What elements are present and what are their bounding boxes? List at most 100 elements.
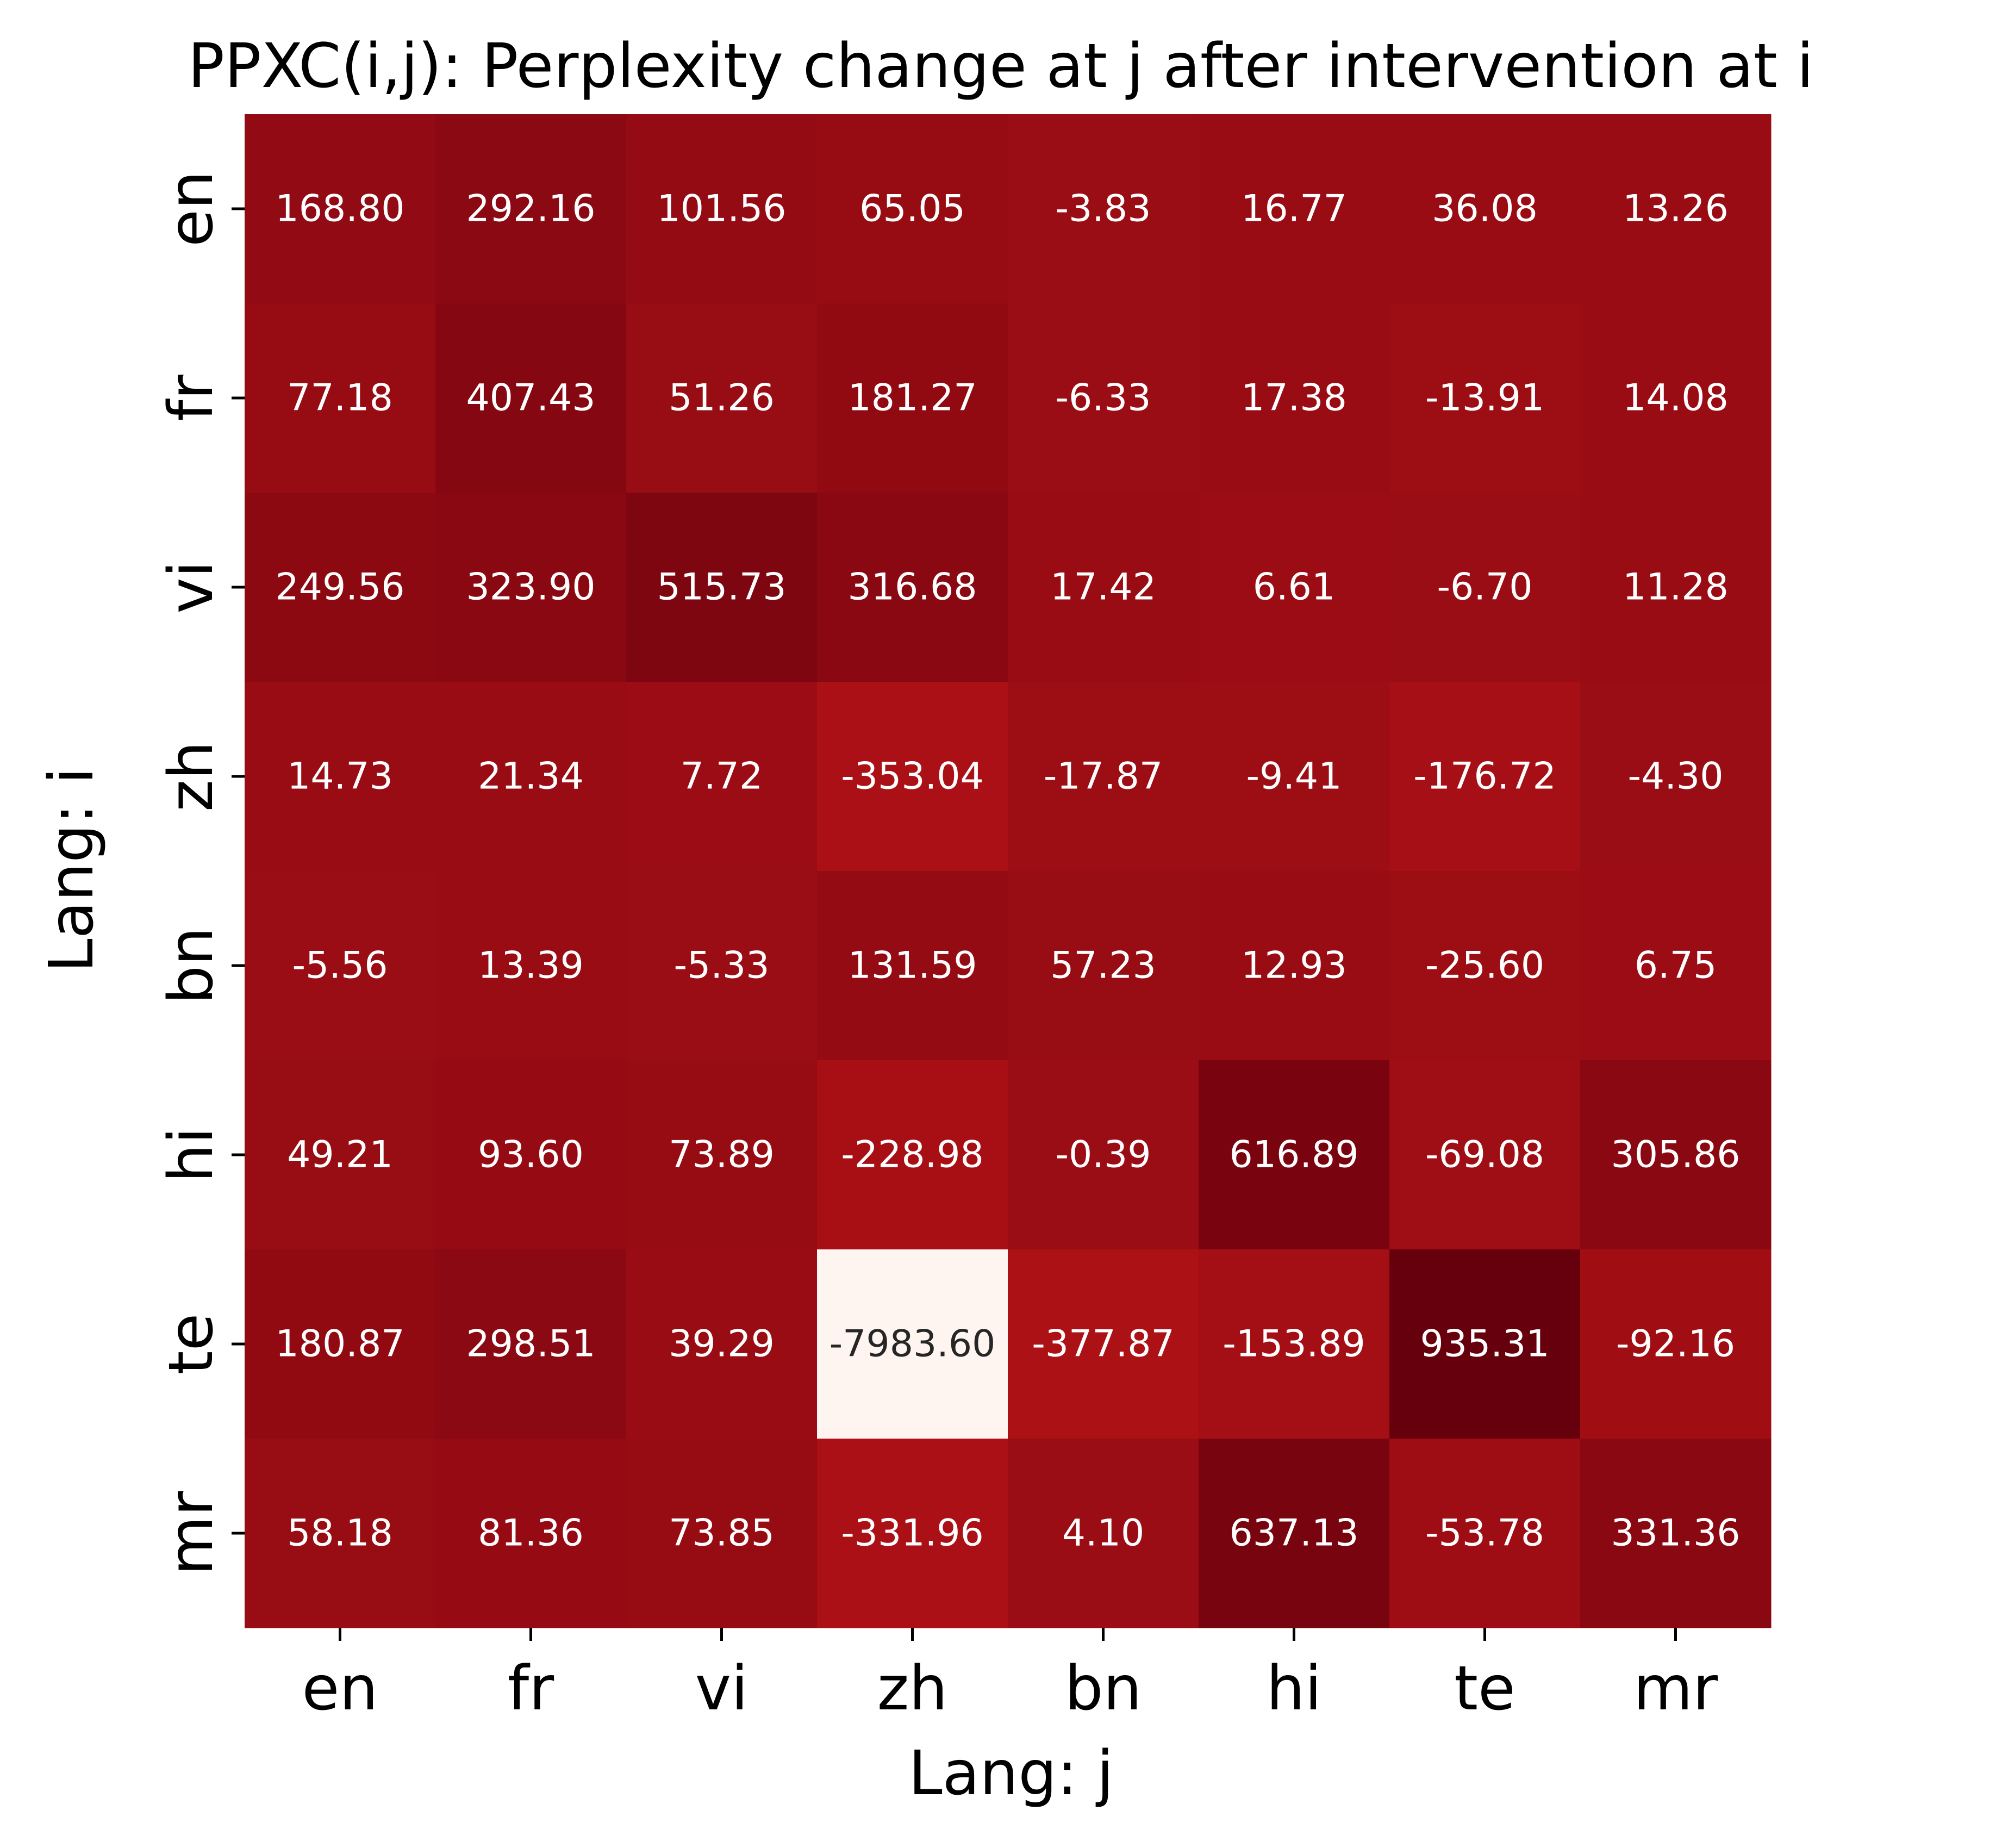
y-tick-label-bn: bn bbox=[156, 927, 227, 1004]
heatmap-cell-zh-mr bbox=[1580, 682, 1772, 872]
heatmap-cell-en-hi bbox=[1199, 114, 1390, 304]
cell-value-label: 616.89 bbox=[1230, 1134, 1359, 1177]
cell-value-label: -176.72 bbox=[1413, 755, 1556, 798]
cell-value-label: -5.56 bbox=[292, 944, 388, 987]
heatmap-cell-te-en bbox=[245, 1249, 436, 1439]
cell-value-label: 17.42 bbox=[1050, 566, 1156, 609]
cell-value-label: 6.75 bbox=[1635, 944, 1717, 987]
heatmap-cell-zh-te bbox=[1389, 682, 1581, 872]
y-tick-label-en: en bbox=[156, 171, 227, 247]
cell-value-label: 7.72 bbox=[681, 755, 763, 798]
heatmap-cell-hi-bn bbox=[1008, 1060, 1199, 1250]
heatmap-cell-fr-te bbox=[1389, 303, 1581, 493]
cell-value-label: 51.26 bbox=[669, 377, 775, 420]
heatmap-cell-bn-bn bbox=[1008, 871, 1199, 1061]
x-tick-label-vi: vi bbox=[695, 1653, 748, 1724]
heatmap-cell-mr-hi bbox=[1199, 1439, 1390, 1628]
heatmap-cell-hi-hi bbox=[1199, 1060, 1390, 1250]
heatmap-cell-en-en bbox=[245, 114, 436, 304]
heatmap-cell-hi-zh bbox=[817, 1060, 1008, 1250]
heatmap-cell-mr-mr bbox=[1580, 1439, 1772, 1628]
cell-value-label: -4.30 bbox=[1628, 755, 1724, 798]
cell-value-label: 13.26 bbox=[1623, 188, 1729, 231]
cell-value-label: 58.18 bbox=[287, 1512, 393, 1555]
heatmap-cell-bn-fr bbox=[435, 871, 627, 1061]
heatmap-cell-vi-hi bbox=[1199, 493, 1390, 682]
heatmap-cell-en-mr bbox=[1580, 114, 1772, 304]
heatmap-cell-en-vi bbox=[626, 114, 818, 304]
cell-value-label: 14.08 bbox=[1623, 377, 1729, 420]
heatmap-cell-fr-fr bbox=[435, 303, 627, 493]
cell-value-label: 249.56 bbox=[276, 566, 405, 609]
heatmap-cell-vi-zh bbox=[817, 493, 1008, 682]
heatmap-cell-bn-vi bbox=[626, 871, 818, 1061]
cell-value-label: 316.68 bbox=[848, 566, 977, 609]
cell-value-label: -9.41 bbox=[1246, 755, 1342, 798]
cell-value-label: 305.86 bbox=[1611, 1134, 1741, 1177]
cell-value-label: 101.56 bbox=[657, 188, 787, 231]
cell-value-label: 14.73 bbox=[287, 755, 393, 798]
heatmap-cell-bn-mr bbox=[1580, 871, 1772, 1061]
heatmap-cell-zh-zh bbox=[817, 682, 1008, 872]
y-axis-label: Lang: i bbox=[36, 767, 107, 973]
heatmap-cell-vi-bn bbox=[1008, 493, 1199, 682]
y-tick-label-zh: zh bbox=[156, 741, 227, 812]
heatmap-cell-hi-mr bbox=[1580, 1060, 1772, 1250]
chart-title: PPXC(i,j): Perplexity change at j after … bbox=[188, 31, 1813, 102]
y-tick-label-vi: vi bbox=[156, 561, 227, 613]
y-tick-label-mr: mr bbox=[156, 1490, 227, 1575]
cell-value-label: 39.29 bbox=[669, 1323, 775, 1366]
heatmap-cell-fr-hi bbox=[1199, 303, 1390, 493]
cell-value-label: -6.70 bbox=[1437, 566, 1533, 609]
heatmap-cell-en-zh bbox=[817, 114, 1008, 304]
x-tick-label-fr: fr bbox=[508, 1653, 554, 1724]
heatmap-cell-zh-fr bbox=[435, 682, 627, 872]
cell-value-label: 36.08 bbox=[1432, 188, 1538, 231]
heatmap-cell-mr-vi bbox=[626, 1439, 818, 1628]
cell-value-label: -5.33 bbox=[674, 944, 770, 987]
cell-value-label: 73.85 bbox=[669, 1512, 775, 1555]
cell-value-label: 331.36 bbox=[1611, 1512, 1741, 1555]
cell-value-label: 292.16 bbox=[466, 188, 596, 231]
cell-value-label: -13.91 bbox=[1425, 377, 1544, 420]
cell-value-label: 407.43 bbox=[466, 377, 596, 420]
cell-value-label: 180.87 bbox=[276, 1323, 405, 1366]
heatmap-cell-te-vi bbox=[626, 1249, 818, 1439]
heatmap-cell-zh-vi bbox=[626, 682, 818, 872]
cell-value-label: -6.33 bbox=[1056, 377, 1151, 420]
heatmap-cell-mr-zh bbox=[817, 1439, 1008, 1628]
heatmap-cell-en-bn bbox=[1008, 114, 1199, 304]
y-tick-label-fr: fr bbox=[156, 374, 227, 421]
heatmap-cell-te-fr bbox=[435, 1249, 627, 1439]
cell-value-label: -353.04 bbox=[841, 755, 983, 798]
heatmap-cell-te-mr bbox=[1580, 1249, 1772, 1439]
heatmap-cell-te-te bbox=[1389, 1249, 1581, 1439]
heatmap-cell-hi-te bbox=[1389, 1060, 1581, 1250]
cell-value-label: 13.39 bbox=[478, 944, 584, 987]
cell-value-label: 73.89 bbox=[669, 1134, 775, 1177]
heatmap-cell-fr-bn bbox=[1008, 303, 1199, 493]
cell-value-label: 49.21 bbox=[287, 1134, 393, 1177]
cell-value-label: 323.90 bbox=[466, 566, 596, 609]
cell-value-label: 93.60 bbox=[478, 1134, 584, 1177]
x-tick-label-hi: hi bbox=[1266, 1653, 1321, 1724]
heatmap-cell-bn-te bbox=[1389, 871, 1581, 1061]
heatmap-cell-mr-te bbox=[1389, 1439, 1581, 1628]
x-axis-label: Lang: j bbox=[908, 1738, 1114, 1809]
heatmap-cell-en-te bbox=[1389, 114, 1581, 304]
heatmap-cell-hi-fr bbox=[435, 1060, 627, 1250]
heatmap-cell-vi-mr bbox=[1580, 493, 1772, 682]
heatmap-cell-vi-en bbox=[245, 493, 436, 682]
cell-value-label: 21.34 bbox=[478, 755, 584, 798]
cell-value-label: 57.23 bbox=[1050, 944, 1156, 987]
cell-value-label: -92.16 bbox=[1616, 1323, 1735, 1366]
heatmap-cell-zh-bn bbox=[1008, 682, 1199, 872]
cell-value-label: -0.39 bbox=[1056, 1134, 1151, 1177]
cell-value-label: 4.10 bbox=[1062, 1512, 1144, 1555]
cell-value-label: 6.61 bbox=[1253, 566, 1335, 609]
cell-value-label: 131.59 bbox=[848, 944, 977, 987]
heatmap-cell-te-zh bbox=[817, 1249, 1008, 1439]
heatmap-cell-vi-fr bbox=[435, 493, 627, 682]
x-tick-label-mr: mr bbox=[1633, 1653, 1718, 1724]
y-tick-label-hi: hi bbox=[156, 1127, 227, 1183]
